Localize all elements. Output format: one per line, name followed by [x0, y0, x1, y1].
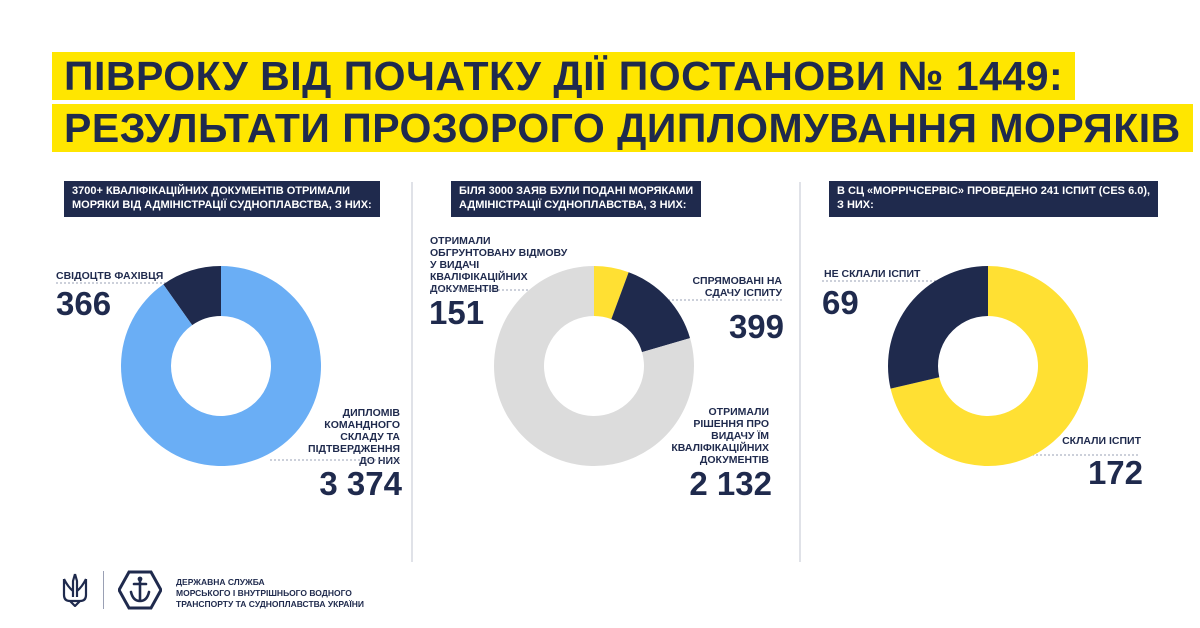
column-divider [799, 182, 801, 562]
chart-2-slice-label-line: РІШЕННЯ ПРО [693, 418, 769, 430]
chart-2-slice-label: ОТРИМАЛИ РІШЕННЯ ПРО ВИДАЧУ ЇМ КВАЛІФІКА… [671, 406, 769, 466]
chart-2-slice-label: СПРЯМОВАНІ НА СДАЧУ ІСПИТУ [692, 275, 782, 299]
chart-2-slice-value: 399 [728, 308, 784, 345]
chart-2-slice-value: 151 [429, 294, 485, 331]
chart-2-slice-1 [594, 266, 629, 320]
chart-2-slice-label-line: ВИДАЧУ ЇМ [711, 430, 769, 442]
chart-1-slice-label: ДИПЛОМІВ КОМАНДНОГО СКЛАДУ ТА ПІДТВЕРДЖЕ… [308, 407, 400, 467]
footer-separator [103, 571, 104, 609]
chart-3-slice-label: НЕ СКЛАЛИ ІСПИТ [824, 268, 920, 280]
agency-name-line: ДЕРЖАВНА СЛУЖБА [176, 577, 265, 587]
chart-3-header: В СЦ «МОРРІЧСЕРВІС» ПРОВЕДЕНО 241 ІСПИТ … [829, 181, 1159, 217]
chart-3-slice-1 [890, 266, 1088, 466]
chart-2-slice-label-line: ДОКУМЕНТІВ [699, 454, 769, 466]
chart-2-slice-label-line: ДОКУМЕНТІВ [430, 283, 500, 295]
chart-2-slice-label-line: КВАЛІФІКАЦІЙНИХ [430, 271, 528, 283]
chart-1-slice-label-line: ДО НИХ [359, 455, 400, 467]
chart-1-slice-2 [120, 266, 322, 466]
chart-3-slice-label: СКЛАЛИ ІСПИТ [1062, 435, 1141, 447]
chart-1-header-line: 3700+ КВАЛІФІКАЦІЙНИХ ДОКУМЕНТІВ ОТРИМАЛ… [72, 185, 351, 197]
chart-2-slice-label-line: СДАЧУ ІСПИТУ [704, 287, 782, 299]
chart-2-slice-label-line: КВАЛІФІКАЦІЙНИХ [671, 442, 769, 454]
agency-name: ДЕРЖАВНА СЛУЖБА МОРСЬКОГО І ВНУТРІШНЬОГО… [176, 577, 364, 610]
chart-2-header-line: БІЛЯ 3000 ЗАЯВ БУЛИ ПОДАНІ МОРЯКАМИ [459, 185, 694, 197]
agency-name-line: МОРСЬКОГО І ВНУТРІШНЬОГО ВОДНОГО [176, 588, 352, 598]
chart-1-slice-label-line: СВІДОЦТВ ФАХІВЦЯ [56, 270, 164, 282]
chart-3-header-line: З НИХ: [837, 199, 874, 211]
chart-2-slice-label-line: У ВИДАЧІ [430, 259, 480, 271]
chart-1-slice-value: 3 374 [319, 465, 402, 502]
chart-1-slice-1 [163, 266, 221, 326]
chart-1-slice-label-line: КОМАНДНОГО [324, 419, 400, 431]
title-line-2: РЕЗУЛЬТАТИ ПРОЗОРОГО ДИПЛОМУВАННЯ МОРЯКІ… [52, 104, 1193, 152]
chart-2-slice-3 [493, 266, 694, 466]
chart-1-header: 3700+ КВАЛІФІКАЦІЙНИХ ДОКУМЕНТІВ ОТРИМАЛ… [64, 181, 380, 217]
chart-1-slice-label-line: ДИПЛОМІВ [342, 407, 400, 419]
agency-name-line: ТРАНСПОРТУ ТА СУДНОПЛАВСТВА УКРАЇНИ [176, 599, 364, 609]
chart-1-slice-label-line: ПІДТВЕРДЖЕННЯ [308, 443, 400, 455]
chart-3-slice-value: 69 [822, 284, 859, 321]
chart-3-slice-label-line: СКЛАЛИ ІСПИТ [1062, 435, 1141, 447]
chart-2-slice-value: 2 132 [689, 465, 772, 502]
chart-2-header: БІЛЯ 3000 ЗАЯВ БУЛИ ПОДАНІ МОРЯКАМИ АДМІ… [451, 181, 702, 217]
chart-2-slice-label-line: СПРЯМОВАНІ НА [692, 275, 782, 287]
chart-2-slice-2 [611, 272, 691, 353]
chart-2-slice-label-line: ОБГРУНТОВАНУ ВІДМОВУ [430, 247, 568, 259]
chart-3-header-line: В СЦ «МОРРІЧСЕРВІС» ПРОВЕДЕНО 241 ІСПИТ … [837, 185, 1151, 197]
column-divider [411, 182, 413, 562]
title-line-1: ПІВРОКУ ВІД ПОЧАТКУ ДІЇ ПОСТАНОВИ № 1449… [52, 52, 1076, 100]
chart-2-slice-label-line: ОТРИМАЛИ [708, 406, 769, 418]
chart-3-slice-label-line: НЕ СКЛАЛИ ІСПИТ [824, 268, 921, 280]
trident-icon [62, 573, 88, 612]
chart-1-slice-label: СВІДОЦТВ ФАХІВЦЯ [56, 270, 163, 282]
chart-1-slice-value: 366 [56, 285, 112, 322]
chart-2-slice-label-line: ОТРИМАЛИ [430, 235, 491, 247]
chart-2-slice-label: ОТРИМАЛИ ОБГРУНТОВАНУ ВІДМОВУ У ВИДАЧІ К… [430, 235, 567, 295]
chart-2-header-line: АДМІНІСТРАЦІЇ СУДНОПЛАВСТВА, З НИХ: [459, 199, 687, 211]
chart-1-header-line: МОРЯКИ ВІД АДМІНІСТРАЦІЇ СУДНОПЛАВСТВА, … [72, 199, 372, 211]
agency-logo-icon [117, 570, 163, 615]
chart-1-slice-label-line: СКЛАДУ ТА [340, 431, 400, 443]
chart-3-slice-value: 172 [1087, 454, 1143, 491]
chart-3-slice-2 [888, 266, 988, 389]
